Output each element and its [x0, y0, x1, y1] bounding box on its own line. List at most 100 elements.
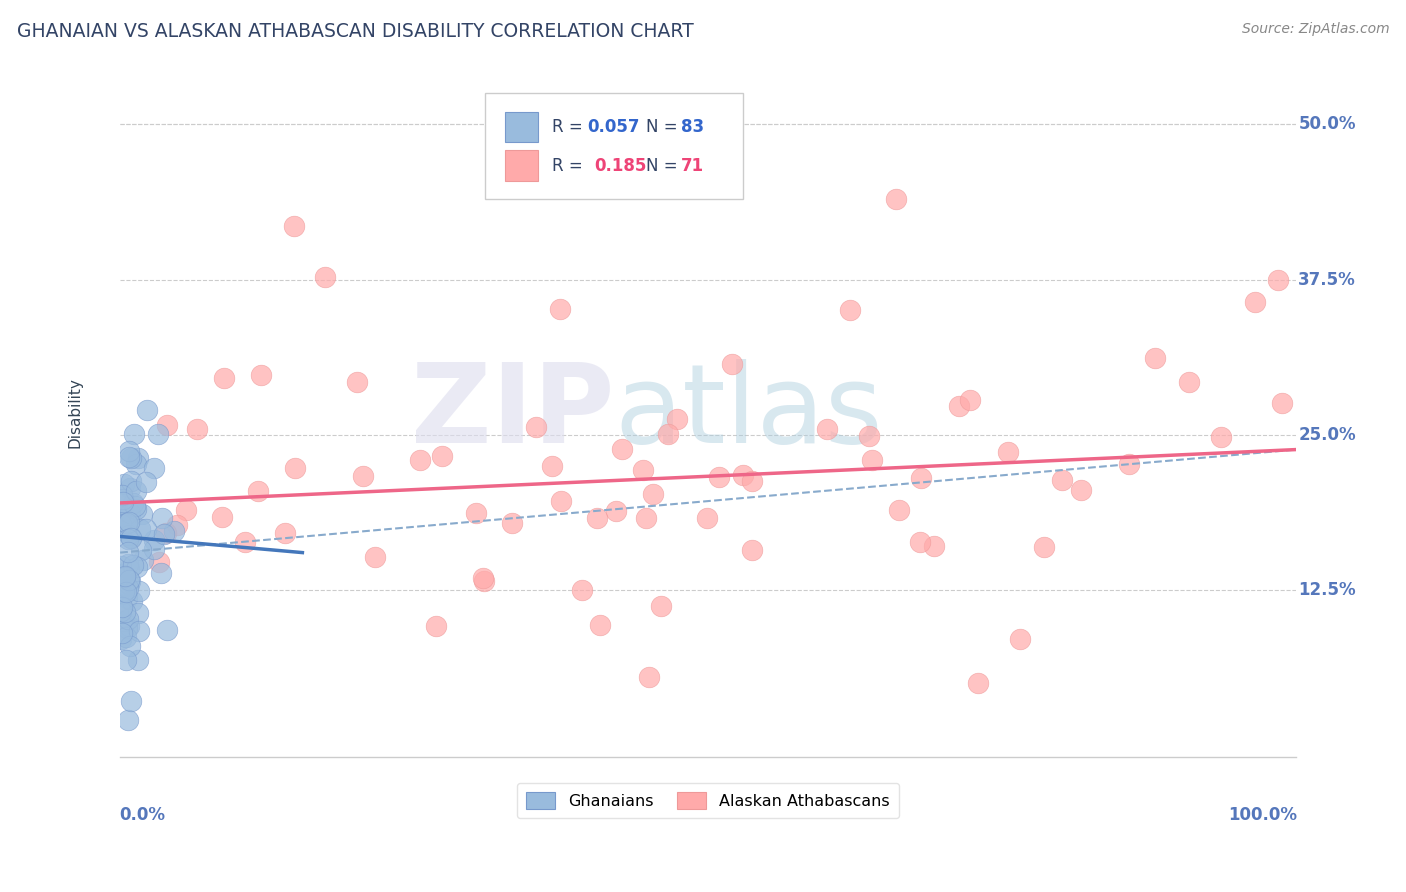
Point: [346, 375, 368, 389]
Point: [838, 303, 860, 318]
Text: 100.0%: 100.0%: [1227, 805, 1298, 823]
Point: [948, 400, 970, 414]
Point: [696, 510, 718, 524]
Point: [115, 631, 138, 645]
Point: [363, 550, 385, 565]
Point: [118, 573, 141, 587]
Point: [967, 676, 990, 690]
Point: [131, 507, 153, 521]
Point: [709, 470, 731, 484]
Point: [247, 484, 270, 499]
Point: [550, 494, 572, 508]
Point: [153, 527, 176, 541]
Point: [118, 640, 141, 654]
Point: [111, 587, 134, 601]
Point: [127, 653, 149, 667]
Text: N =: N =: [645, 118, 682, 136]
Point: [118, 528, 141, 542]
Point: [122, 496, 145, 510]
Point: [112, 583, 135, 598]
Point: [474, 574, 496, 589]
Point: [121, 594, 143, 608]
Point: [117, 450, 139, 464]
Point: [465, 506, 488, 520]
Point: [135, 475, 157, 490]
Point: [114, 578, 136, 592]
Point: [657, 426, 679, 441]
Point: [114, 570, 136, 584]
Point: [121, 558, 143, 572]
Point: [112, 567, 135, 582]
Point: [186, 422, 208, 436]
Point: [114, 569, 136, 583]
Point: [148, 555, 170, 569]
Point: [959, 392, 981, 407]
Point: [114, 580, 136, 594]
Point: [120, 474, 142, 488]
Point: [274, 525, 297, 540]
Point: [163, 524, 186, 538]
Point: [117, 577, 139, 591]
Point: [110, 632, 132, 646]
Point: [174, 502, 197, 516]
Point: [471, 571, 494, 585]
Text: R =: R =: [551, 118, 588, 136]
Bar: [505, 151, 537, 181]
Point: [666, 412, 689, 426]
Legend: Ghanaians, Alaskan Athabascans: Ghanaians, Alaskan Athabascans: [517, 782, 900, 818]
Point: [110, 558, 132, 573]
Point: [115, 621, 138, 635]
Point: [910, 471, 932, 485]
Text: 0.057: 0.057: [586, 118, 640, 136]
Point: [117, 713, 139, 727]
Point: [142, 461, 165, 475]
Point: [571, 582, 593, 597]
Point: [1144, 351, 1167, 366]
Point: [118, 562, 141, 576]
Point: [249, 368, 271, 383]
Point: [124, 427, 146, 442]
Point: [1271, 396, 1294, 410]
Point: [110, 503, 132, 517]
Text: 25.0%: 25.0%: [1298, 425, 1355, 443]
Point: [641, 487, 664, 501]
Point: [110, 508, 132, 522]
Point: [110, 488, 132, 502]
Point: [129, 543, 152, 558]
Point: [425, 619, 447, 633]
Point: [1267, 272, 1289, 286]
Point: [314, 270, 336, 285]
Point: [117, 611, 139, 625]
Point: [1050, 473, 1073, 487]
Point: [1070, 483, 1092, 498]
Point: [127, 607, 149, 621]
Point: [128, 583, 150, 598]
Point: [638, 670, 661, 684]
Point: [1033, 540, 1056, 554]
Text: 0.0%: 0.0%: [120, 805, 165, 823]
Point: [284, 461, 307, 475]
Bar: [505, 112, 537, 142]
Point: [118, 574, 141, 589]
Point: [815, 422, 838, 436]
Point: [128, 624, 150, 638]
Point: [117, 581, 139, 595]
Point: [120, 530, 142, 544]
Point: [125, 457, 148, 471]
Point: [114, 605, 136, 619]
FancyBboxPatch shape: [485, 93, 744, 200]
Point: [908, 534, 931, 549]
Point: [110, 604, 132, 618]
Point: [115, 516, 138, 530]
Point: [741, 542, 763, 557]
Point: [146, 426, 169, 441]
Point: [430, 449, 453, 463]
Point: [120, 694, 142, 708]
Point: [1209, 430, 1232, 444]
Point: [650, 599, 672, 613]
Point: [111, 491, 134, 506]
Point: [166, 517, 188, 532]
Point: [118, 507, 141, 521]
Point: [117, 532, 139, 546]
Point: [111, 494, 134, 508]
